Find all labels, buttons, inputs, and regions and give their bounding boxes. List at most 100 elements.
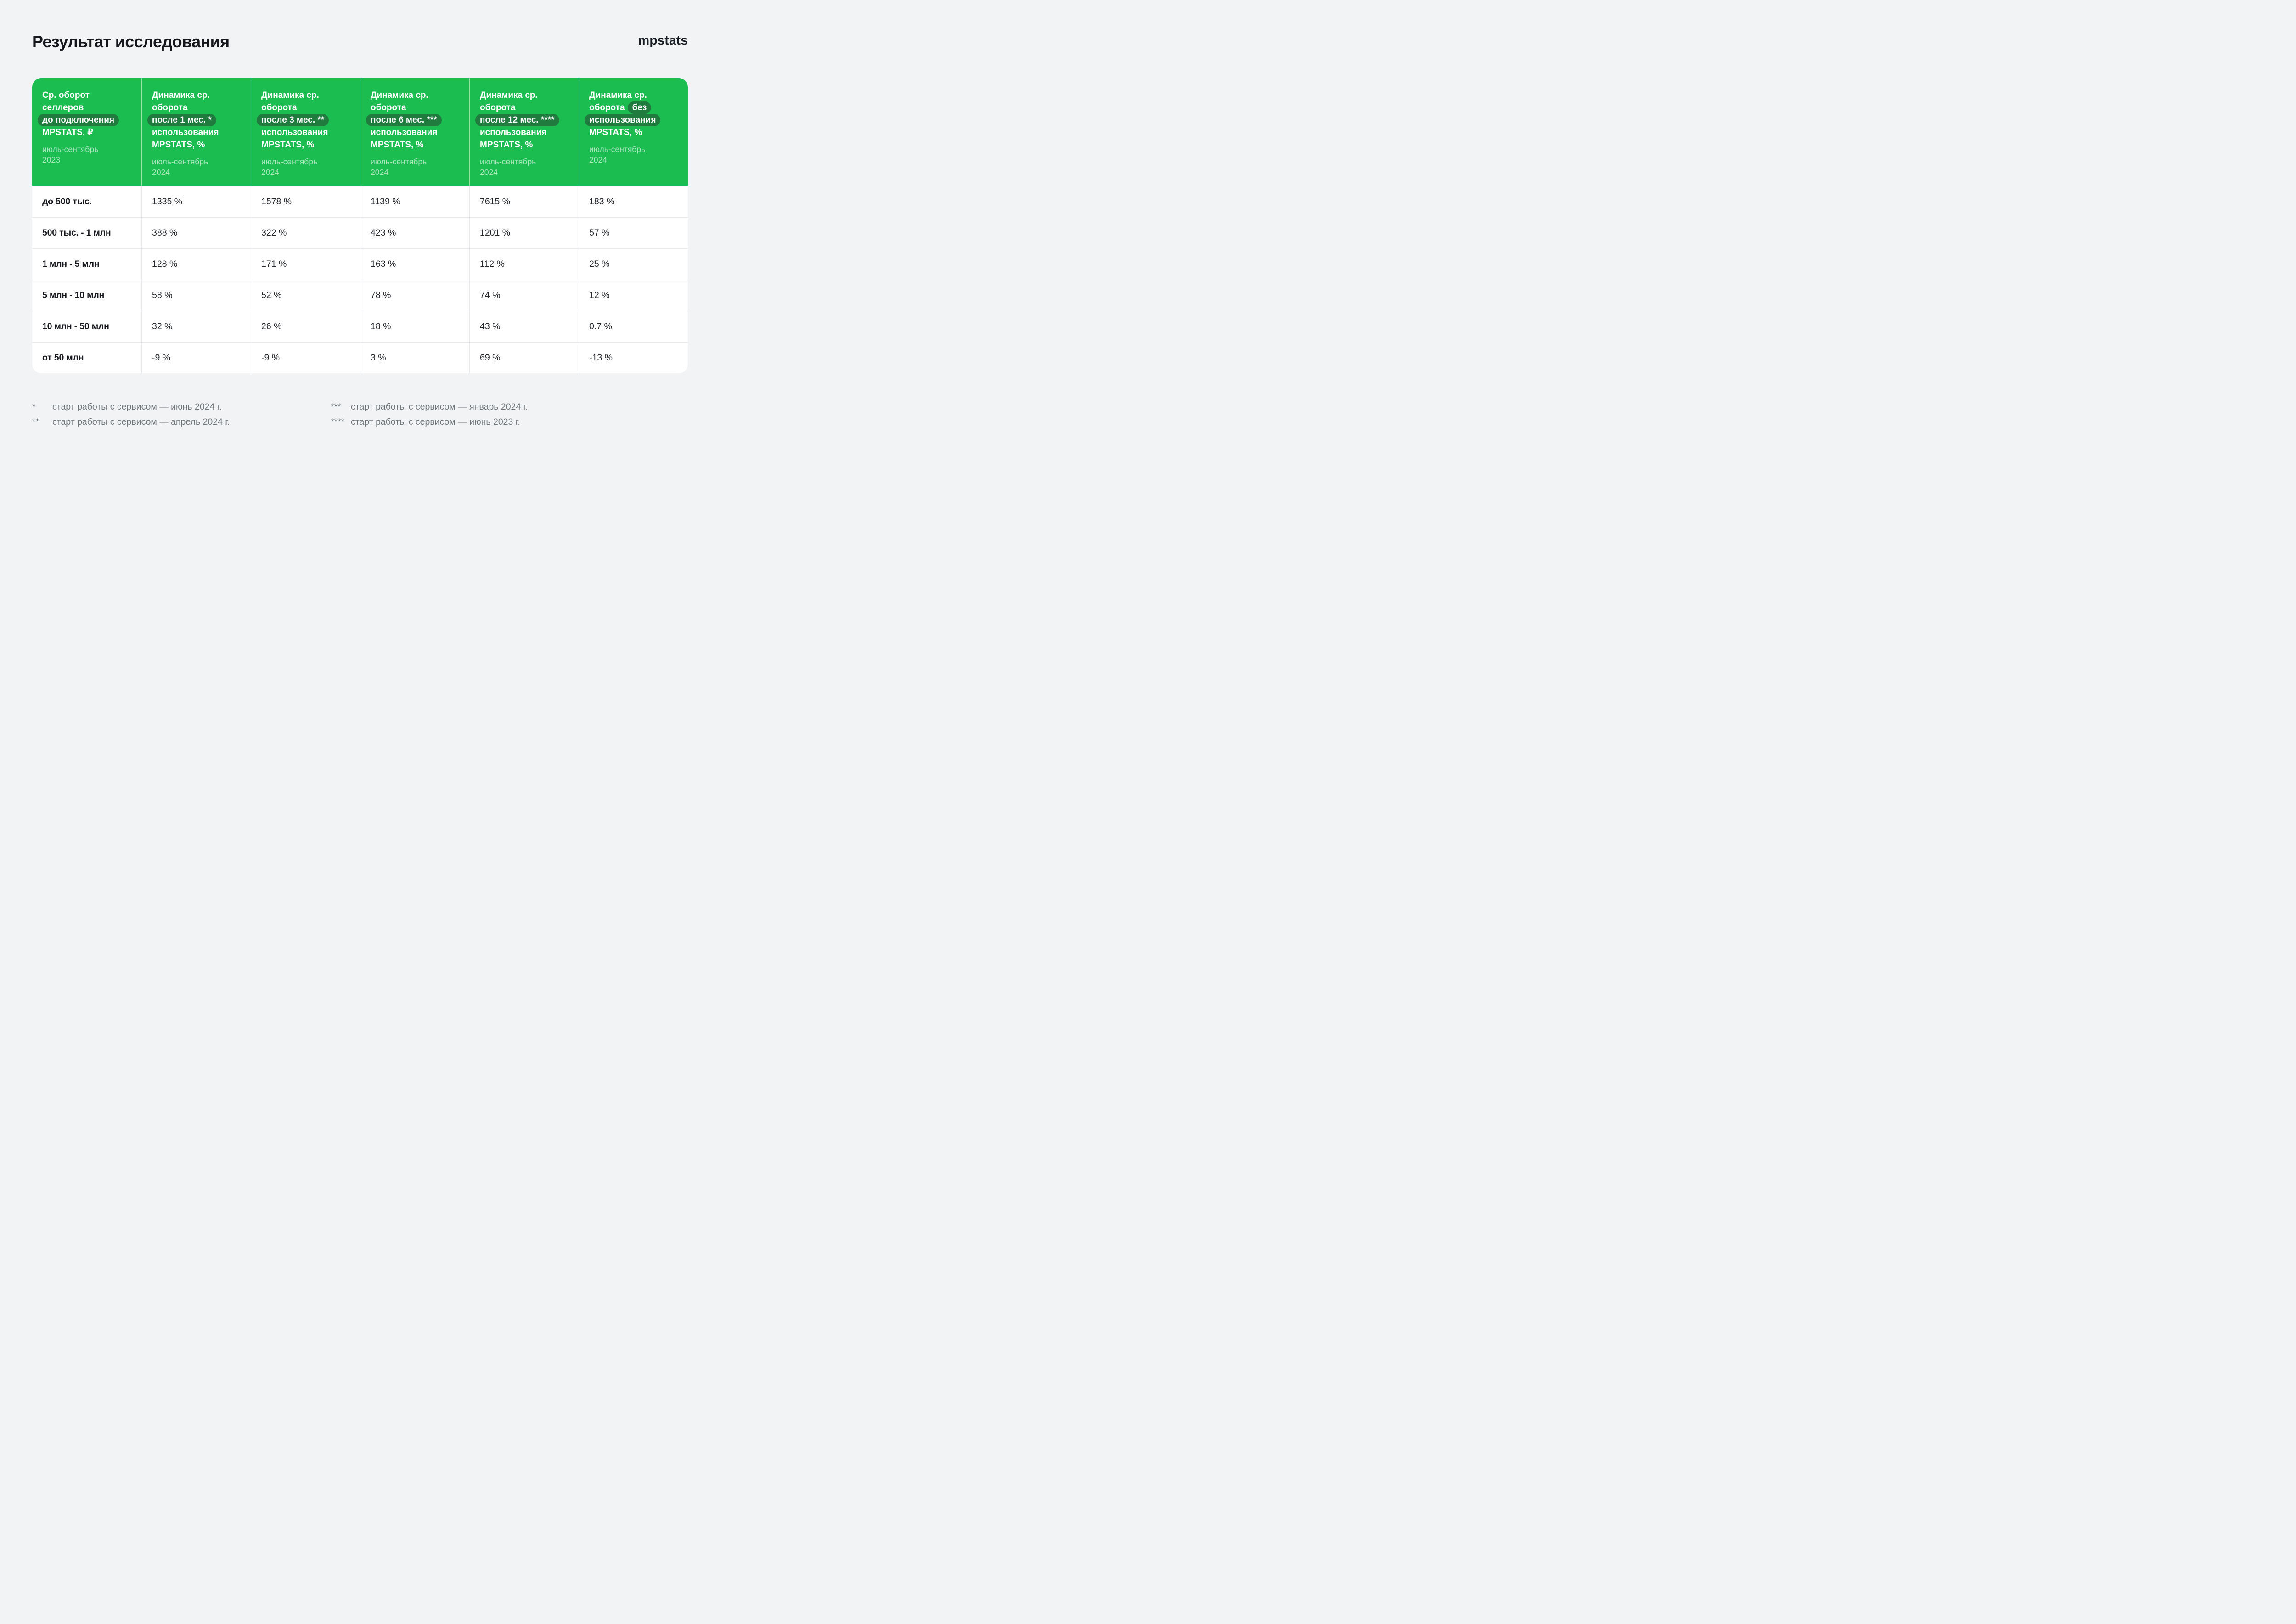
header-text: Динамика ср. [371, 90, 428, 100]
table-row: от 50 млн -9 % -9 % 3 % 69 % -13 % [32, 342, 688, 373]
value-cell: 78 % [360, 280, 469, 311]
value-cell: 43 % [469, 311, 579, 342]
header-period: июль-сентябрь 2024 [152, 157, 208, 177]
highlight-pill: после 1 мес. * [147, 114, 216, 126]
header-text: Динамика ср. [261, 90, 319, 100]
header-cell-baseline: Ср. оборот селлеров до подключения MPSTA… [32, 78, 141, 186]
header-text: Ср. оборот [42, 90, 90, 100]
header-text: оборота [261, 103, 297, 112]
footnotes: * старт работы с сервисом — июнь 2024 г.… [32, 401, 688, 431]
value-cell: 12 % [579, 280, 688, 311]
footnote-marker: ** [32, 417, 39, 427]
header-period: июль-сентябрь 2024 [261, 157, 318, 177]
header-text: Динамика ср. [480, 90, 538, 100]
row-label: до 500 тыс. [42, 197, 92, 207]
table-header-row: Ср. оборот селлеров до подключения MPSTA… [32, 78, 688, 186]
page-title: Результат исследования [32, 32, 230, 51]
footnote-item: **** старт работы с сервисом — июнь 2023… [331, 416, 629, 428]
table-body: до 500 тыс. 1335 % 1578 % 1139 % 7615 % … [32, 186, 688, 373]
header-text: использования [152, 128, 219, 137]
value-cell: 163 % [360, 249, 469, 280]
table-row: 500 тыс. - 1 млн 388 % 322 % 423 % 1201 … [32, 217, 688, 248]
value-cell: 0.7 % [579, 311, 688, 342]
header-period: июль-сентябрь 2024 [480, 157, 536, 177]
header-text: оборота [152, 103, 188, 112]
header-text: Динамика ср. [152, 90, 210, 100]
value-cell: 26 % [251, 311, 360, 342]
row-label: 5 млн - 10 млн [42, 290, 105, 300]
footnote-item: * старт работы с сервисом — июнь 2024 г. [32, 401, 331, 413]
header-cell-without-mpstats: Динамика ср. оборота без использования MP… [579, 78, 688, 186]
header-text: оборота [480, 103, 516, 112]
header-text: оборота [371, 103, 406, 112]
footnote-text: старт работы с сервисом — апрель 2024 г. [52, 417, 230, 427]
value-cell: 1335 % [141, 186, 251, 217]
value-cell: 1578 % [251, 186, 360, 217]
value-cell: 171 % [251, 249, 360, 280]
header-cell-1-month: Динамика ср. оборота после 1 мес. * испо… [141, 78, 251, 186]
header-text: MPSTATS, % [589, 128, 642, 137]
value-cell: -9 % [141, 343, 251, 373]
table-row: 5 млн - 10 млн 58 % 52 % 78 % 74 % 12 % [32, 280, 688, 311]
header-text: селлеров [42, 103, 84, 112]
header-text: MPSTATS, % [152, 140, 205, 150]
topbar: Результат исследования mpstats [0, 0, 720, 51]
value-cell: 52 % [251, 280, 360, 311]
header-text: MPSTATS, % [261, 140, 315, 150]
header-text: оборота [589, 103, 625, 112]
header-text: MPSTATS, ₽ [42, 128, 93, 137]
row-label: 10 млн - 50 млн [42, 321, 109, 332]
highlight-pill: использования [585, 114, 661, 126]
value-cell: 112 % [469, 249, 579, 280]
value-cell: 128 % [141, 249, 251, 280]
footnote-text: старт работы с сервисом — январь 2024 г. [351, 402, 528, 412]
footnote-column-left: * старт работы с сервисом — июнь 2024 г.… [32, 401, 331, 431]
header-period: июль-сентябрь 2024 [371, 157, 427, 177]
table-row: 1 млн - 5 млн 128 % 171 % 163 % 112 % 25… [32, 248, 688, 280]
header-cell-6-months: Динамика ср. оборота после 6 мес. *** ис… [360, 78, 469, 186]
value-cell: 1201 % [469, 218, 579, 248]
footnote-marker: *** [331, 402, 341, 412]
mpstats-logo: mpstats [638, 33, 688, 47]
header-text: Динамика ср. [589, 90, 647, 100]
footnote-text: старт работы с сервисом — июнь 2023 г. [351, 417, 520, 427]
header-cell-3-months: Динамика ср. оборота после 3 мес. ** исп… [251, 78, 360, 186]
table-row: 10 млн - 50 млн 32 % 26 % 18 % 43 % 0.7 … [32, 311, 688, 342]
highlight-pill: после 3 мес. ** [257, 114, 329, 126]
footnote-marker: **** [331, 417, 345, 427]
highlight-pill: без [627, 101, 652, 114]
value-cell: 69 % [469, 343, 579, 373]
value-cell: 423 % [360, 218, 469, 248]
value-cell: 18 % [360, 311, 469, 342]
row-label: от 50 млн [42, 353, 84, 363]
header-text: использования [371, 128, 438, 137]
value-cell: 322 % [251, 218, 360, 248]
value-cell: 183 % [579, 186, 688, 217]
highlight-pill: после 6 мес. *** [366, 114, 442, 126]
header-period: июль-сентябрь 2024 [589, 145, 646, 164]
value-cell: 25 % [579, 249, 688, 280]
value-cell: -9 % [251, 343, 360, 373]
table-row: до 500 тыс. 1335 % 1578 % 1139 % 7615 % … [32, 186, 688, 217]
value-cell: 74 % [469, 280, 579, 311]
highlight-pill: до подключения [38, 114, 119, 126]
header-text: MPSTATS, % [480, 140, 533, 150]
highlight-pill: после 12 мес. **** [475, 114, 559, 126]
header-text: MPSTATS, % [371, 140, 424, 150]
footnote-item: *** старт работы с сервисом — январь 202… [331, 401, 629, 413]
header-cell-12-months: Динамика ср. оборота после 12 мес. **** … [469, 78, 579, 186]
value-cell: 58 % [141, 280, 251, 311]
value-cell: 32 % [141, 311, 251, 342]
results-table: Ср. оборот селлеров до подключения MPSTA… [32, 78, 688, 373]
header-period: июль-сентябрь 2023 [42, 145, 99, 164]
value-cell: 3 % [360, 343, 469, 373]
footnote-marker: * [32, 402, 36, 412]
row-label: 1 млн - 5 млн [42, 259, 100, 269]
footnote-column-right: *** старт работы с сервисом — январь 202… [331, 401, 629, 431]
footnote-item: ** старт работы с сервисом — апрель 2024… [32, 416, 331, 428]
value-cell: 1139 % [360, 186, 469, 217]
value-cell: 388 % [141, 218, 251, 248]
row-label: 500 тыс. - 1 млн [42, 228, 111, 238]
value-cell: 57 % [579, 218, 688, 248]
header-text: использования [480, 128, 547, 137]
